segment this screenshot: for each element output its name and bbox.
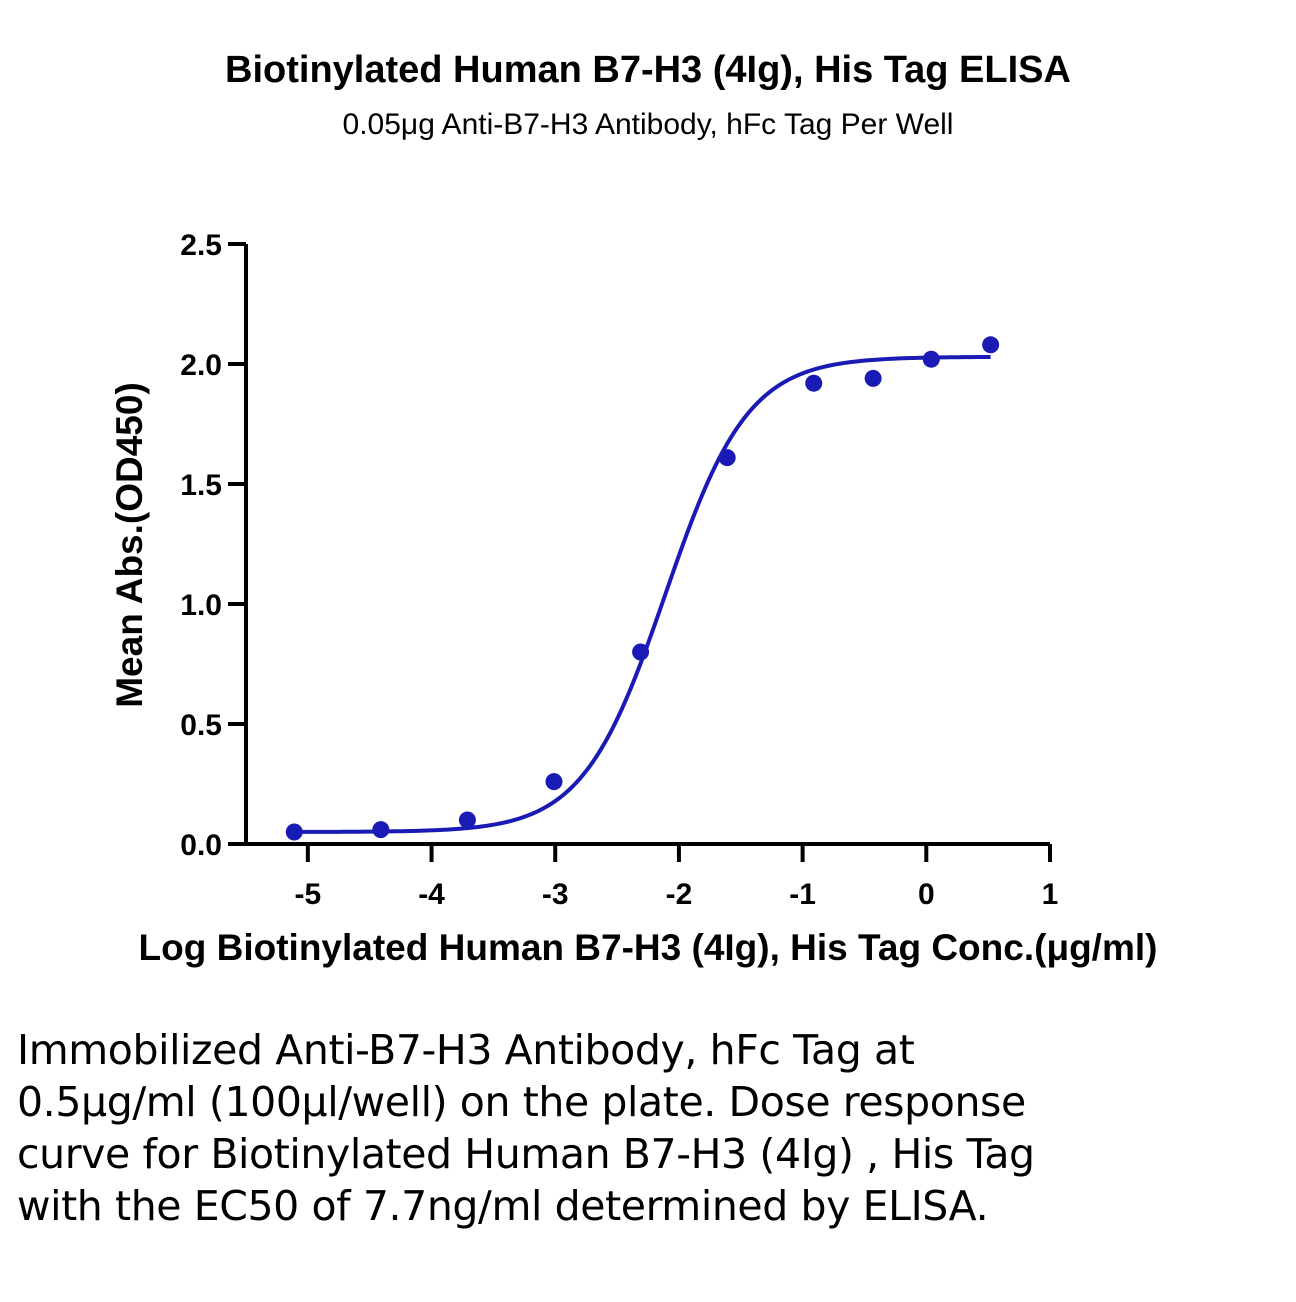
- x-tick-label: 1: [1042, 878, 1059, 911]
- data-point: [545, 773, 563, 791]
- data-point: [285, 823, 303, 841]
- y-tick-label: 1.0: [180, 589, 222, 622]
- y-tick-label: 0.0: [180, 829, 222, 862]
- data-points: [285, 336, 1000, 841]
- data-point: [864, 369, 882, 387]
- x-tick-label: 0: [918, 878, 935, 911]
- y-axis-label: Mean Abs.(OD450): [109, 382, 150, 708]
- data-point: [718, 449, 736, 467]
- data-point: [922, 350, 940, 368]
- x-tick-label: -2: [666, 878, 693, 911]
- chart: Biotinylated Human B7-H3 (4Ig), His Tag …: [109, 49, 1158, 968]
- figure-caption: Immobilized Anti-B7-H3 Antibody, hFc Tag…: [17, 1026, 1035, 1230]
- y-axis: 0.0 0.5 1.0 1.5 2.0 2.5: [180, 229, 248, 862]
- y-tick-label: 2.0: [180, 349, 222, 382]
- y-tick-label: 0.5: [180, 709, 222, 742]
- data-point: [632, 643, 650, 661]
- chart-subtitle: 0.05μg Anti-B7-H3 Antibody, hFc Tag Per …: [343, 108, 954, 141]
- x-axis-label: Log Biotinylated Human B7-H3 (4Ig), His …: [139, 927, 1158, 968]
- data-point: [372, 821, 390, 839]
- data-point: [805, 374, 823, 392]
- x-tick-label: -5: [295, 878, 322, 911]
- fit-curve: [294, 354, 991, 834]
- data-point: [982, 336, 1000, 354]
- y-tick-label: 1.5: [180, 469, 222, 502]
- y-tick-label: 2.5: [180, 229, 222, 262]
- x-axis: -5 -4 -3 -2 -1 0 1: [244, 842, 1059, 911]
- x-tick-label: -4: [418, 878, 445, 911]
- x-tick-label: -3: [542, 878, 569, 911]
- x-tick-label: -1: [789, 878, 816, 911]
- data-point: [458, 811, 476, 829]
- chart-title: Biotinylated Human B7-H3 (4Ig), His Tag …: [225, 49, 1071, 91]
